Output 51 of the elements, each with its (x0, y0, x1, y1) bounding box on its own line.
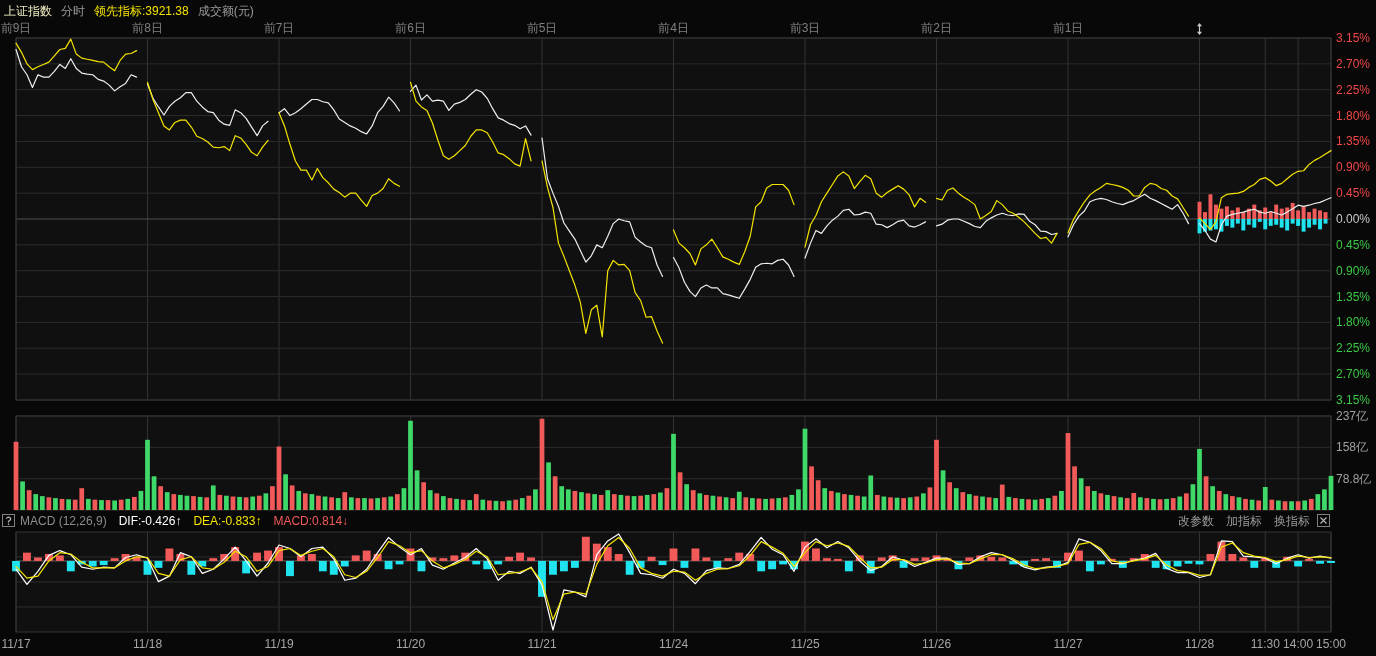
x-tick-label: 前1日 (1052, 21, 1084, 35)
x-tick-label: 前6日 (395, 21, 426, 35)
x-tick-label: 前2日 (921, 21, 952, 35)
chart-title: 上证指数 (4, 4, 52, 18)
x-tick-label: 11/17 (1, 637, 31, 651)
x-tick-label: 前3日 (789, 21, 821, 35)
x-tick-label: 11/25 (790, 637, 820, 651)
x-tick-label: 前8日 (132, 21, 163, 35)
x-tick-label: 11/21 (527, 637, 557, 651)
y-tick-label: 2.25% (1336, 341, 1371, 356)
x-tick-label: 14:00 (1283, 637, 1314, 651)
x-tick-label: 11/28 (1184, 637, 1215, 651)
chart-subtitle: 分时 (61, 4, 85, 18)
y-tick-label: 0.45% (1336, 186, 1371, 201)
y-tick-label: 237亿 (1336, 409, 1369, 423)
y-tick-label: 0.45% (1336, 237, 1371, 252)
x-tick-label: 11:30 (1250, 637, 1281, 651)
x-tick-label: 15:00 (1315, 637, 1347, 651)
text: 改参数 (1178, 514, 1214, 528)
x-tick-label: 前5日 (526, 21, 558, 35)
y-tick-label: 0.90% (1336, 263, 1371, 278)
y-tick-label: 1.80% (1336, 315, 1371, 330)
x-tick-label: 11/18 (132, 637, 163, 651)
y-tick-label: 158亿 (1336, 440, 1369, 455)
x-tick-label: 11/24 (658, 637, 689, 651)
text: 加指标 (1226, 514, 1262, 528)
chart-title: MACD (12,26,9) (20, 514, 107, 528)
text: DIF:-0.426↑ (118, 514, 182, 528)
y-tick-label: 2.25% (1336, 82, 1371, 97)
x-tick-label: 前4日 (658, 21, 689, 35)
text: 领先指标:3921.38 (94, 4, 190, 18)
y-tick-label: 0.90% (1336, 160, 1371, 175)
y-tick-label: 78.8亿 (1336, 471, 1372, 486)
y-tick-label: 3.15% (1336, 31, 1371, 45)
y-tick-label: 2.70% (1336, 367, 1371, 382)
y-tick-label: 1.35% (1336, 289, 1371, 304)
y-tick-label: 3.15% (1336, 393, 1371, 407)
y-tick-label: 0.00% (1336, 212, 1371, 226)
x-tick-label: 11/20 (395, 637, 426, 651)
text: 换指标 (1274, 514, 1310, 528)
x-tick-label: 前7日 (263, 21, 295, 35)
text: DEA:-0.833↑ (193, 514, 262, 528)
y-tick-label: 1.80% (1336, 108, 1371, 123)
x-tick-label: 11/27 (1053, 637, 1083, 651)
x-tick-label: 前9日 (0, 21, 32, 35)
x-tick-label: 11/19 (264, 637, 294, 651)
series-label: MACD:0.814↓ (273, 514, 349, 528)
x-tick-label: 11/26 (921, 637, 952, 651)
text: 成交额(元) (197, 4, 254, 18)
y-tick-label: 1.35% (1336, 134, 1371, 149)
y-tick-label: 2.70% (1336, 56, 1371, 71)
